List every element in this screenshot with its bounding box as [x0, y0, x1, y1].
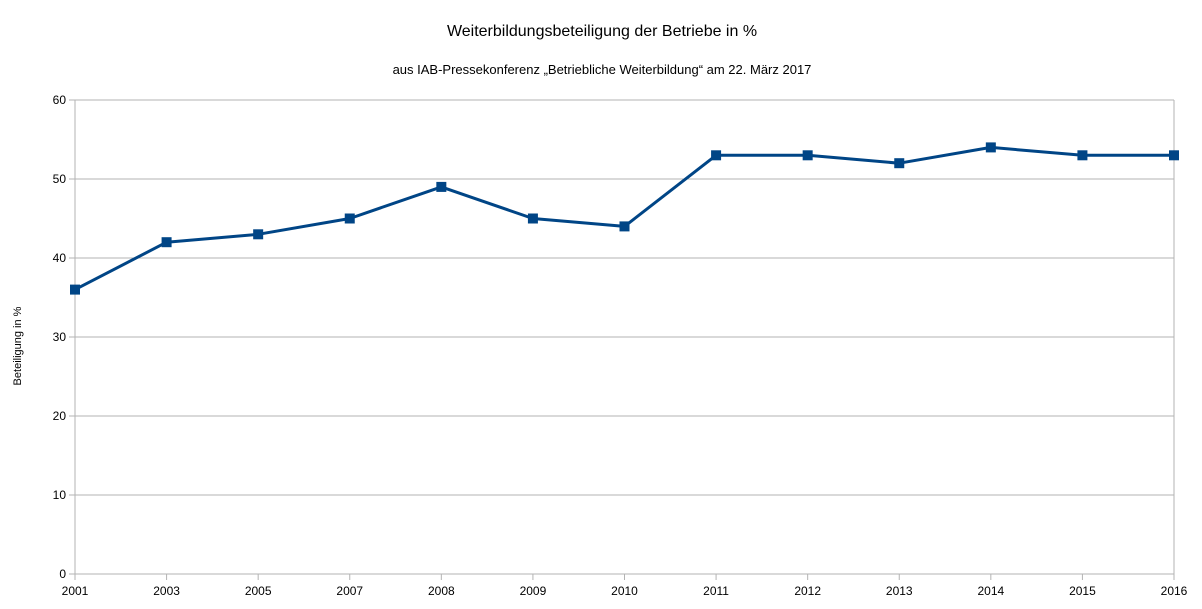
data-point-2010	[619, 221, 630, 232]
data-point-2005	[253, 229, 264, 240]
y-tick-label-20: 20	[53, 409, 67, 423]
x-tick-label-2001: 2001	[62, 584, 89, 598]
data-point-2001	[70, 284, 80, 295]
x-tick-label-2014: 2014	[977, 584, 1004, 598]
series-line-0	[74, 145, 1174, 291]
data-point-2016	[1169, 150, 1179, 161]
x-tick-label-2012: 2012	[794, 584, 821, 598]
x-tick-label-2003: 2003	[153, 584, 180, 598]
x-tick-label-2007: 2007	[336, 584, 363, 598]
x-tick-label-2009: 2009	[520, 584, 547, 598]
data-point-2013	[894, 158, 905, 169]
data-point-2009	[527, 213, 538, 224]
y-tick-labels: 0 10 20 30 40 50 60	[53, 93, 67, 581]
x-tick-label-2013: 2013	[886, 584, 913, 598]
gridlines	[75, 99, 1174, 496]
x-tick-label-2010: 2010	[611, 584, 638, 598]
y-tick-label-0: 0	[59, 567, 66, 581]
data-point-2008	[436, 181, 447, 192]
x-tick-label-2005: 2005	[245, 584, 272, 598]
data-point-2003	[161, 237, 172, 248]
axes	[69, 99, 1175, 580]
data-point-2012	[802, 150, 813, 161]
x-tick-label-2016: 2016	[1161, 584, 1188, 598]
x-tick-label-2008: 2008	[428, 584, 455, 598]
y-axis-label: Beteiligung in %	[12, 306, 24, 385]
data-point-2011	[711, 150, 722, 161]
chart-title: Weiterbildungsbeteiligung der Betriebe i…	[447, 23, 757, 40]
y-tick-label-40: 40	[53, 251, 67, 265]
x-tick-label-2015: 2015	[1069, 584, 1096, 598]
data-point-2007	[344, 213, 355, 224]
x-tick-label-2011: 2011	[703, 584, 729, 598]
series-group	[70, 142, 1179, 295]
x-tick-labels: 2001 2003 2005 2007 2008 2009 2010 2011 2012 2013…	[62, 584, 1188, 598]
y-tick-label-30: 30	[53, 330, 67, 344]
data-point-2015	[1077, 150, 1088, 161]
y-tick-label-60: 60	[53, 93, 67, 107]
chart-subtitle: aus IAB-Pressekonferenz „Betriebliche We…	[393, 62, 812, 77]
data-point-2014	[985, 142, 996, 153]
y-tick-label-10: 10	[53, 488, 67, 502]
y-tick-label-50: 50	[53, 172, 67, 186]
